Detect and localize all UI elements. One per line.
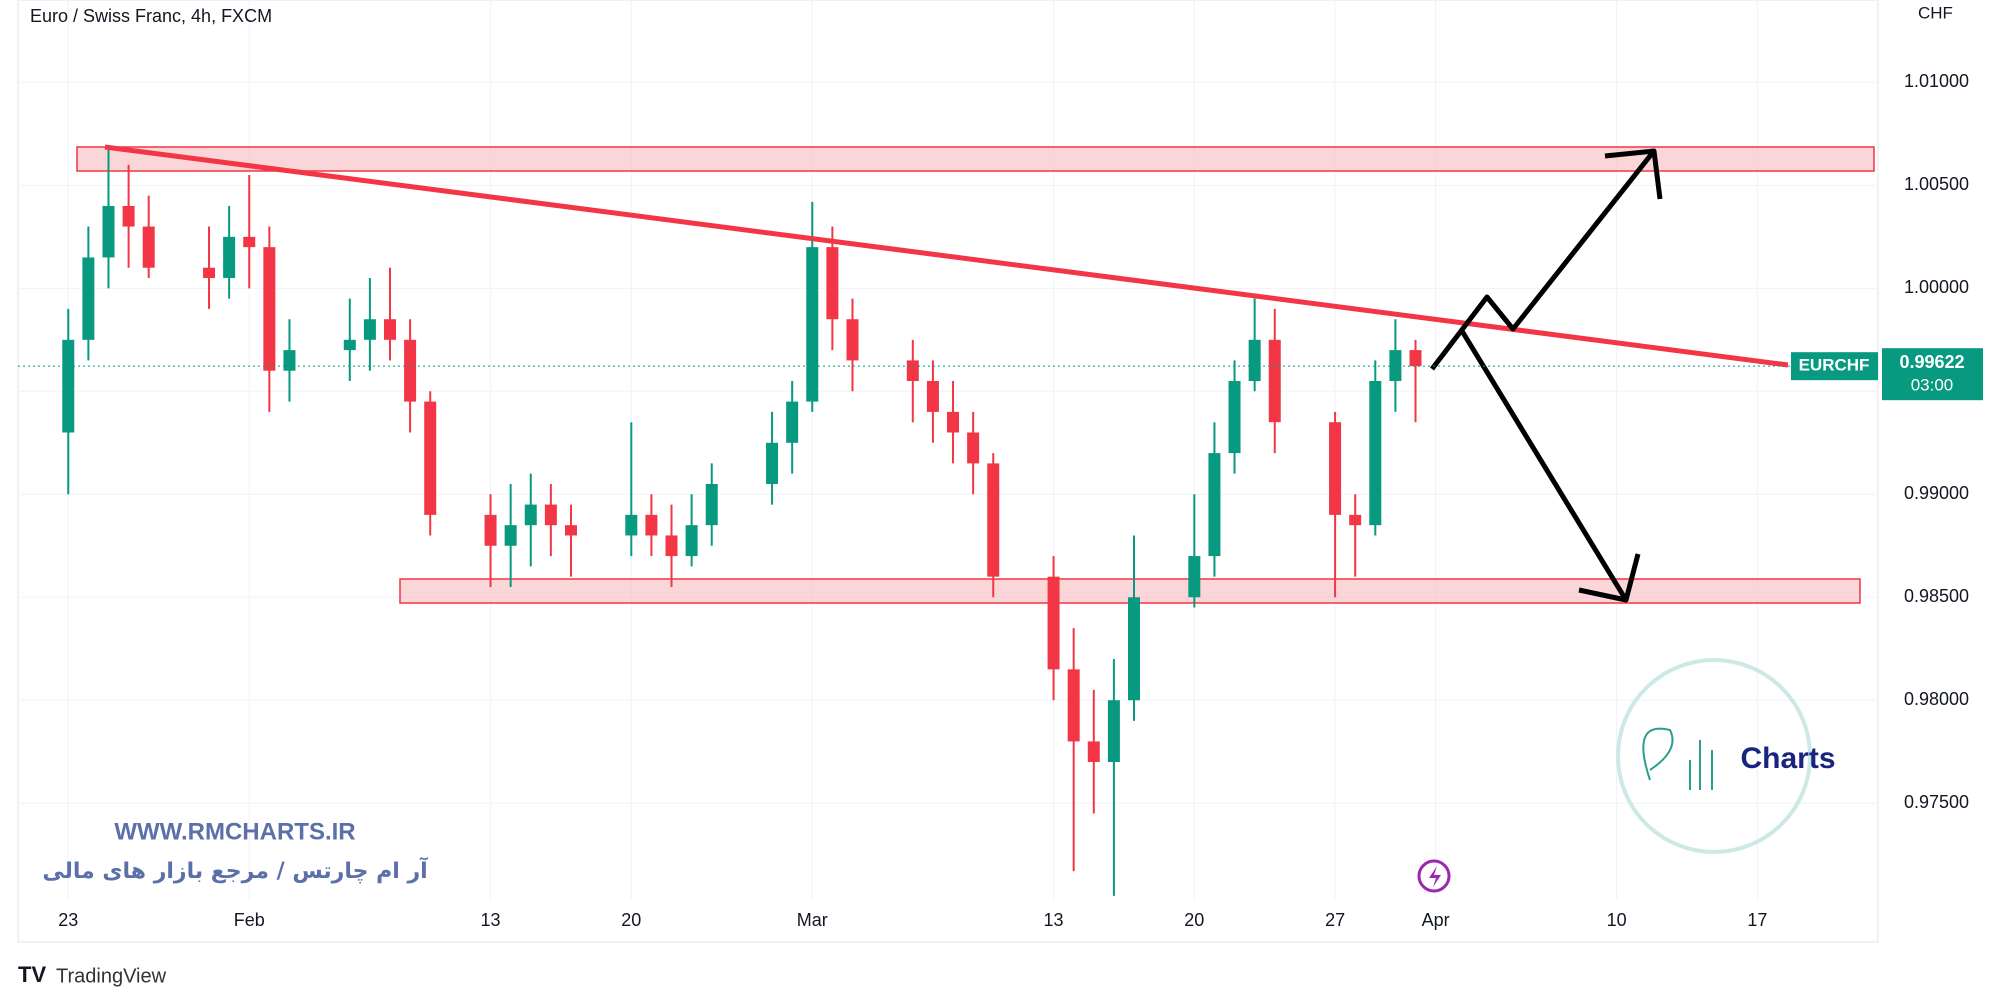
countdown-label: 03:00 (1911, 376, 1954, 395)
candle-body (504, 525, 517, 546)
candle-body (947, 411, 960, 433)
x-tick-label: 20 (621, 910, 641, 930)
candle-body (122, 205, 135, 227)
watermark-tagline: آر ام چارتس / مرجع بازار های مالی (42, 856, 428, 884)
candle-body (987, 463, 1000, 577)
candle-body (1329, 422, 1342, 515)
x-tick-label: 13 (1044, 910, 1064, 930)
candle-body (1268, 339, 1281, 423)
chart-title: Euro / Swiss Franc, 4h, FXCM (30, 6, 272, 26)
candle-body (1349, 514, 1362, 526)
plot-frame (17, 0, 1879, 943)
candle-body (1369, 381, 1382, 526)
x-tick-label: Feb (234, 910, 265, 930)
symbol-label: EURCHF (1799, 356, 1870, 375)
down-arrow (1459, 329, 1629, 602)
watermark-url: WWW.RMCHARTS.IR (114, 818, 355, 845)
candle-body (1107, 700, 1120, 763)
candle-body (424, 401, 437, 515)
candle-body (1067, 669, 1080, 742)
x-tick-label: 10 (1607, 910, 1627, 930)
candle-body (243, 236, 256, 248)
trend-line (104, 144, 1789, 368)
candle-body (1128, 597, 1140, 701)
candle-body (846, 319, 859, 361)
candle-body (806, 247, 819, 402)
candle-body (1389, 350, 1402, 382)
candle-body (142, 226, 155, 268)
candle-body (1409, 350, 1422, 367)
logo-text: Charts (1740, 742, 1835, 775)
candles (62, 148, 1422, 896)
candle-body (906, 360, 919, 382)
candle-body (786, 401, 799, 443)
alert-bolt (1429, 866, 1441, 887)
up-arrow-head (1604, 148, 1663, 200)
candle-body (404, 339, 417, 402)
logo-ring (1616, 658, 1812, 854)
candle-body (826, 247, 839, 320)
tradingview-logo: TV (18, 962, 46, 987)
candle-body (203, 267, 216, 279)
x-tick-label: 23 (58, 910, 78, 930)
candle-body (263, 247, 276, 371)
candle-body (1208, 453, 1221, 557)
y-tick-label: 1.01000 (1904, 71, 1969, 91)
candle-body (685, 525, 698, 557)
candle-body (705, 483, 718, 526)
candle-body (625, 514, 638, 536)
candle-body (82, 257, 95, 340)
y-tick-label: 0.99000 (1904, 483, 1969, 503)
candle-body (223, 236, 236, 279)
x-tick-label: 17 (1747, 910, 1767, 930)
candle-body (766, 442, 779, 484)
x-tick-label: 20 (1184, 910, 1204, 930)
up-arrow (1430, 149, 1656, 371)
x-tick-label: 13 (481, 910, 501, 930)
alert-icon[interactable] (1417, 859, 1451, 893)
y-tick-label: 0.97500 (1904, 792, 1969, 812)
x-tick-label: Apr (1422, 910, 1450, 930)
candle-body (384, 319, 396, 340)
logo-mark (1642, 727, 1713, 790)
currency-label: CHF (1918, 3, 1953, 22)
footer-brand: TradingView (56, 965, 167, 987)
y-tick-label: 0.98500 (1904, 586, 1969, 606)
candle-body (544, 504, 557, 526)
resistance-zone (76, 146, 1875, 172)
candle-body (62, 339, 75, 433)
price-box (1882, 348, 1983, 401)
candle-body (524, 504, 537, 526)
candle-body (564, 525, 577, 536)
down-arrow-head (1578, 553, 1641, 603)
x-tick-label: 27 (1325, 910, 1345, 930)
candle-body (343, 339, 356, 351)
candle-body (102, 205, 115, 258)
candle-body (484, 514, 497, 546)
candle-body (967, 432, 980, 464)
candle-body (363, 319, 376, 340)
y-tick-label: 1.00500 (1904, 174, 1969, 194)
candle-body (1228, 381, 1241, 454)
y-tick-label: 1.00000 (1904, 277, 1969, 297)
candle-body (1248, 339, 1261, 382)
symbol-box (1791, 352, 1878, 381)
candle-body (283, 350, 296, 371)
x-tick-label: Mar (797, 910, 828, 930)
candle-body (645, 514, 658, 536)
candle-body (1047, 576, 1060, 670)
candle-body (1188, 556, 1201, 598)
candle-body (926, 381, 939, 412)
candle-body (665, 535, 678, 557)
y-tick-label: 0.98000 (1904, 689, 1969, 709)
price-label: 0.99622 (1899, 352, 1964, 372)
candle-body (1087, 741, 1100, 763)
